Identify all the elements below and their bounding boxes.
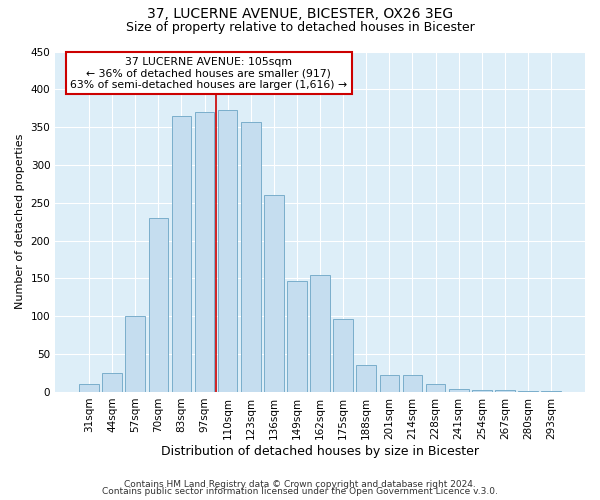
Text: Contains HM Land Registry data © Crown copyright and database right 2024.: Contains HM Land Registry data © Crown c…	[124, 480, 476, 489]
Bar	[541, 391, 561, 392]
Text: 37 LUCERNE AVENUE: 105sqm
← 36% of detached houses are smaller (917)
63% of semi: 37 LUCERNE AVENUE: 105sqm ← 36% of detac…	[70, 56, 347, 90]
Bar	[103, 373, 122, 392]
Bar	[495, 390, 515, 392]
Bar	[264, 195, 284, 392]
Bar	[356, 366, 376, 392]
Text: Contains public sector information licensed under the Open Government Licence v.: Contains public sector information licen…	[102, 488, 498, 496]
Bar	[403, 376, 422, 392]
Bar	[518, 391, 538, 392]
Bar	[172, 116, 191, 392]
Bar	[449, 389, 469, 392]
Bar	[241, 122, 260, 392]
Bar	[218, 110, 238, 392]
Text: 37, LUCERNE AVENUE, BICESTER, OX26 3EG: 37, LUCERNE AVENUE, BICESTER, OX26 3EG	[147, 8, 453, 22]
Bar	[149, 218, 168, 392]
Bar	[426, 384, 445, 392]
Bar	[310, 274, 330, 392]
Y-axis label: Number of detached properties: Number of detached properties	[15, 134, 25, 310]
Bar	[125, 316, 145, 392]
Bar	[380, 376, 399, 392]
Bar	[334, 320, 353, 392]
Bar	[79, 384, 99, 392]
X-axis label: Distribution of detached houses by size in Bicester: Distribution of detached houses by size …	[161, 444, 479, 458]
Bar	[287, 280, 307, 392]
Bar	[472, 390, 491, 392]
Text: Size of property relative to detached houses in Bicester: Size of property relative to detached ho…	[125, 21, 475, 34]
Bar	[195, 112, 214, 392]
